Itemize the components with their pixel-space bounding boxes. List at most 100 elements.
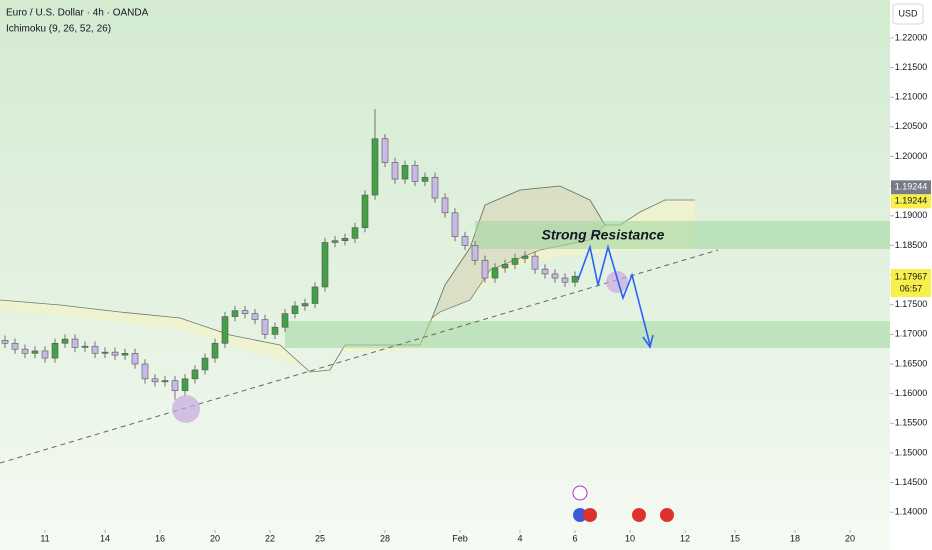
y-tick-label: 1.15500 — [895, 418, 928, 428]
candle-body — [201, 357, 209, 371]
candle-body — [21, 348, 29, 354]
price-tag-label: 1.19244 — [895, 196, 928, 206]
candle-body — [101, 351, 109, 354]
candle-body — [551, 273, 559, 279]
y-tick-label: 1.18500 — [895, 240, 928, 250]
currency-box — [892, 3, 924, 25]
candle-body — [111, 351, 119, 356]
x-tick-label: Feb — [452, 533, 468, 543]
candle-body — [441, 197, 449, 214]
candle-body — [281, 313, 289, 328]
candle-body — [241, 310, 249, 314]
candle-body — [231, 310, 239, 317]
candle-body — [221, 316, 229, 344]
event-icon — [573, 508, 587, 522]
y-tick-label: 1.17500 — [895, 299, 928, 309]
projection-arrow — [642, 334, 654, 349]
candle-body — [161, 380, 169, 383]
candle-body — [531, 255, 539, 270]
candle-body — [131, 353, 139, 365]
candle-body — [511, 258, 519, 265]
candle-body — [31, 350, 39, 354]
candle-body — [261, 319, 269, 335]
candle-body — [371, 138, 379, 196]
candle-body — [11, 342, 19, 350]
candle-body — [431, 176, 439, 199]
candle-body — [51, 342, 59, 359]
candle-body — [361, 194, 369, 228]
candle-body — [91, 345, 99, 354]
candle-body — [321, 242, 329, 288]
candle-body — [41, 350, 49, 359]
price-tag-label: 1.19244 — [895, 182, 928, 192]
candle-body — [211, 342, 219, 359]
resistance-zone — [475, 221, 890, 249]
candle-body — [381, 138, 389, 163]
x-tick-label: 20 — [210, 533, 220, 543]
annotation: Strong Resistance — [542, 227, 665, 243]
projection-path — [577, 244, 651, 346]
candle-body — [251, 313, 259, 320]
event-icons — [572, 485, 674, 522]
candle-body — [411, 165, 419, 182]
y-tick-label: 1.19000 — [895, 210, 928, 220]
y-tick-label: 1.16000 — [895, 388, 928, 398]
event-icon — [572, 485, 588, 501]
chart-title: Euro / U.S. Dollar · 4h · OANDA — [6, 8, 149, 19]
x-tick-label: 12 — [680, 533, 690, 543]
candle-body — [141, 363, 149, 380]
y-tick-label: 1.20000 — [895, 151, 928, 161]
candle-body — [521, 255, 529, 259]
y-tick-label: 1.22000 — [895, 32, 928, 42]
candle-body — [311, 286, 319, 304]
candle-body — [451, 212, 459, 237]
y-tick-label: 1.17000 — [895, 329, 928, 339]
candle-body — [301, 303, 309, 307]
countdown: 06:57 — [900, 283, 923, 293]
y-tick-label: 1.14500 — [895, 477, 928, 487]
y-tick-label: 1.21500 — [895, 62, 928, 72]
x-tick-label: 16 — [155, 533, 165, 543]
support-zone — [285, 321, 890, 348]
candle-body — [491, 267, 499, 279]
y-tick-label: 1.14000 — [895, 507, 928, 517]
price-tag — [891, 180, 931, 195]
candle-body — [331, 240, 339, 243]
y-tick-label: 1.15000 — [895, 447, 928, 457]
candle-body — [391, 162, 399, 180]
candle-body — [291, 305, 299, 314]
candle-body — [421, 176, 429, 182]
touch-circle — [606, 271, 628, 293]
candle-body — [171, 380, 179, 391]
x-tick-label: 22 — [265, 533, 275, 543]
x-tick-label: 20 — [845, 533, 855, 543]
event-icon — [632, 508, 646, 522]
x-tick-label: 4 — [517, 533, 522, 543]
touch-circle — [172, 395, 200, 423]
event-icon — [660, 508, 674, 522]
candle-body — [561, 277, 569, 283]
price-tag — [891, 194, 931, 209]
candle-body — [81, 345, 89, 348]
currency: USD — [898, 8, 918, 18]
last-price: 1.17967 — [895, 271, 928, 281]
x-tick-label: 25 — [315, 533, 325, 543]
candle-body — [571, 275, 579, 283]
candle-body — [471, 245, 479, 261]
trendline — [0, 249, 719, 464]
candle-body — [271, 326, 279, 335]
candle-body — [1, 339, 9, 344]
indicator-label: Ichimoku (9, 26, 52, 26) — [6, 24, 111, 35]
x-tick-label: 11 — [40, 533, 49, 543]
plot-background — [0, 0, 890, 550]
candle-body — [481, 259, 489, 279]
candle-body — [351, 227, 359, 239]
candle-body — [71, 338, 79, 348]
x-tick-label: 28 — [380, 533, 390, 543]
event-icon — [583, 508, 597, 522]
y-tick-label: 1.20500 — [895, 121, 928, 131]
candle-body — [341, 238, 349, 241]
candle-body — [151, 378, 159, 383]
candle-body — [461, 236, 469, 246]
